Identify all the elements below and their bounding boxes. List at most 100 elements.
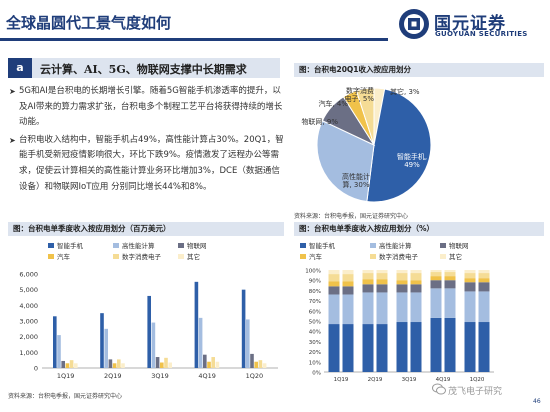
stack-segment-series-3	[396, 280, 408, 285]
watermark-text: 茂飞电子研究	[448, 387, 503, 397]
legend-label-5: 其它	[449, 252, 462, 261]
bar-series-3-4Q19	[207, 361, 211, 368]
stack-segment-series-0	[396, 322, 408, 372]
bar-series-4-1Q19	[69, 360, 74, 368]
stack-segment-series-1	[444, 288, 456, 318]
stack-segment-series-5	[478, 270, 490, 274]
logo-text-en: GUOYUAN SECURITIES	[435, 30, 528, 38]
stack-segment-series-5	[328, 270, 340, 275]
section-heading: a 云计算、AI、5G、物联网支撑中长期需求	[8, 58, 280, 78]
pie-slice-4	[355, 87, 375, 146]
x-tick-label: 4Q19	[436, 377, 451, 383]
y-tick-label: 5,000	[19, 286, 38, 294]
bullet-text: 5G和AI是台积电的长期增长引擎。随着5G智能手机渗透率的提升，以及AI带来的算…	[19, 86, 283, 128]
y-tick-label: 0%	[312, 371, 321, 377]
x-tick-label: 1Q19	[57, 372, 75, 380]
bar-chart-source: 资料来源：台积电季报，国元证券研究中心	[8, 393, 123, 400]
pie-slice-0	[366, 88, 432, 203]
legend-swatch-1	[370, 243, 376, 248]
legend-label-3: 汽车	[309, 252, 323, 261]
bar-series-2-1Q20	[250, 353, 254, 368]
bar-series-5-1Q19	[74, 363, 78, 368]
stack-segment-series-5	[464, 270, 476, 274]
stack-segment-series-3	[410, 280, 422, 285]
stack-segment-series-1	[430, 288, 442, 318]
pie-label-4: 数字消费电子, 5%	[344, 86, 374, 103]
bar-series-3-1Q20	[254, 361, 258, 368]
bar-series-3-1Q19	[65, 363, 70, 368]
stack-segment-series-2	[396, 284, 408, 293]
bullet-item: ➤ 5G和AI是台积电的长期增长引擎。随着5G智能手机渗透率的提升，以及AI带来…	[9, 84, 285, 131]
stack-segment-series-2	[342, 286, 354, 295]
stack-segment-series-0	[430, 317, 442, 372]
bullet-arrow-icon: ➤	[9, 87, 16, 96]
bullet-arrow-icon: ➤	[9, 135, 16, 145]
stack-segment-series-1	[362, 292, 374, 325]
bar-series-4-4Q19	[211, 357, 215, 368]
stack-segment-series-0	[328, 324, 340, 372]
legend-label-5: 其它	[187, 252, 200, 261]
stack-segment-series-4	[464, 273, 476, 279]
legend-label-1: 高性能计算	[122, 241, 155, 250]
legend-label-4: 数字消费电子	[122, 252, 162, 261]
stack-segment-series-4	[376, 273, 388, 280]
stack-segment-series-1	[464, 291, 476, 323]
stack-segment-series-4	[430, 272, 442, 277]
bar-series-0-4Q19	[194, 281, 199, 368]
legend-label-0: 智能手机	[57, 241, 84, 250]
legend-label-2: 物联网	[449, 241, 469, 250]
bullet-text: 台积电收入结构中，智能手机占49%，高性能计算占30%。20Q1，智能手机受新冠…	[19, 134, 284, 192]
pie-chart-source: 资料来源：台积电季报，国元证券研究中心	[294, 213, 409, 220]
stack-segment-series-5	[342, 270, 354, 275]
legend-swatch-3	[48, 254, 54, 259]
stack-segment-series-1	[376, 292, 388, 325]
stack-segment-series-5	[430, 270, 442, 273]
bar-series-2-3Q19	[155, 357, 160, 368]
legend-label-1: 高性能计算	[379, 241, 412, 250]
stack-segment-series-4	[362, 273, 374, 280]
stack-segment-series-4	[410, 273, 422, 281]
stack-segment-series-3	[362, 279, 374, 285]
x-tick-label: 3Q19	[151, 372, 169, 380]
stack-segment-series-1	[342, 294, 354, 325]
stack-segment-series-0	[376, 324, 388, 372]
bar-series-3-3Q19	[160, 362, 164, 368]
stack-segment-series-2	[410, 284, 422, 293]
bullet-list: ➤ 5G和AI是台积电的长期增长引擎。随着5G智能手机渗透率的提升，以及AI带来…	[9, 84, 285, 197]
stack-segment-series-0	[444, 317, 456, 372]
pie-label-3: 汽车, 4%	[318, 99, 348, 108]
legend-swatch-0	[300, 243, 306, 248]
bullet-item: ➤ 台积电收入结构中，智能手机占49%，高性能计算占30%。20Q1，智能手机受…	[9, 133, 285, 195]
y-tick-label: 90%	[309, 279, 321, 285]
bar-series-0-3Q19	[147, 295, 151, 368]
section-title: 云计算、AI、5G、物联网支撑中长期需求	[40, 63, 247, 76]
stack-segment-series-3	[376, 279, 388, 285]
stack-segment-series-5	[444, 270, 456, 273]
stack-segment-series-5	[362, 270, 374, 274]
legend-label-0: 智能手机	[309, 241, 336, 250]
bar-series-5-1Q20	[262, 363, 267, 368]
y-tick-label: 0	[34, 365, 38, 373]
x-tick-label: 4Q19	[198, 372, 216, 380]
stack-segment-series-2	[430, 280, 442, 289]
stack-segment-series-0	[464, 322, 476, 372]
pie-label-5: 其它, 3%	[390, 87, 420, 96]
legend-swatch-2	[440, 243, 446, 248]
stack-segment-series-2	[478, 282, 490, 292]
legend-swatch-4	[113, 254, 119, 259]
stack-segment-series-4	[328, 274, 340, 282]
x-tick-label: 2Q19	[368, 377, 383, 383]
legend-swatch-4	[370, 254, 376, 259]
stack-segment-series-4	[444, 272, 456, 277]
guoyuan-logo-icon	[399, 9, 429, 39]
pie-label-0: 智能手机, 49%	[397, 152, 427, 169]
stack-segment-series-0	[478, 322, 490, 372]
stack-segment-series-3	[444, 276, 456, 281]
bar-series-2-1Q19	[61, 360, 65, 368]
stack-segment-series-1	[410, 292, 422, 323]
stack-segment-series-2	[362, 284, 374, 293]
y-tick-label: 4,000	[19, 302, 38, 310]
bar-series-1-2Q19	[104, 328, 108, 368]
stack-segment-series-1	[396, 292, 408, 323]
